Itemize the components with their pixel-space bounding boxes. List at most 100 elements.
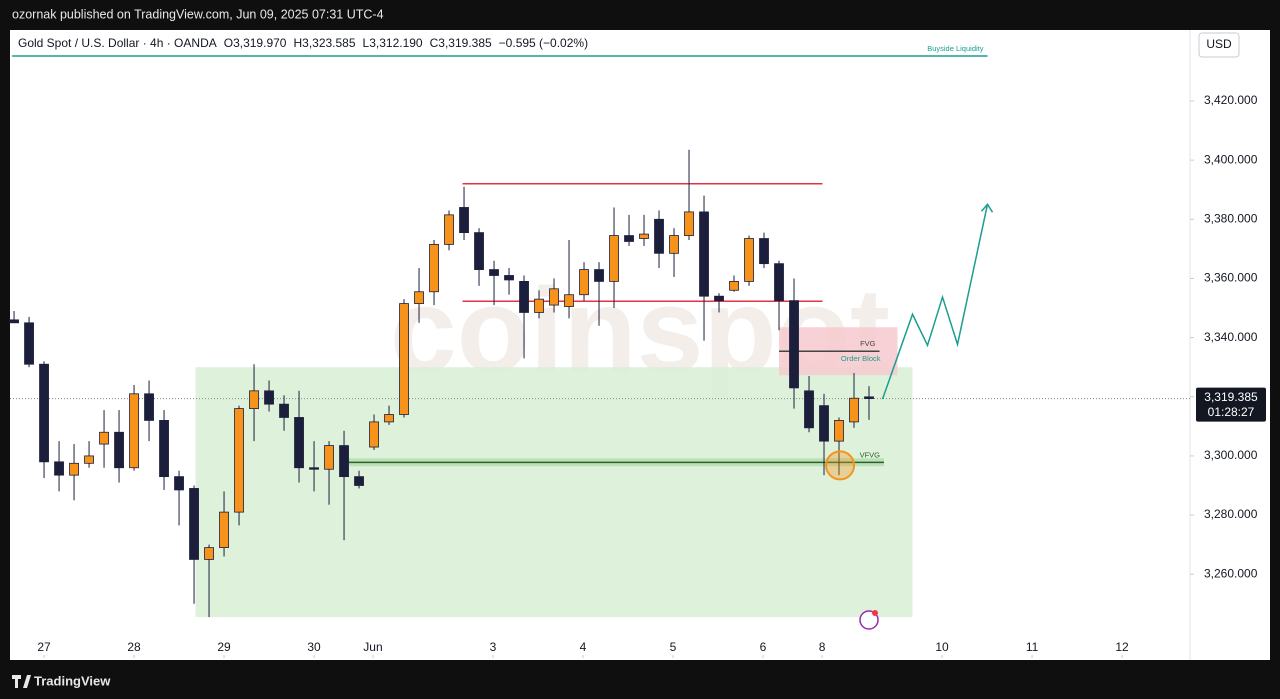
candle-body xyxy=(54,461,64,476)
y-tick-label: 3,280.000 xyxy=(1204,507,1258,521)
brand: TradingView xyxy=(34,673,111,688)
candle-body xyxy=(309,467,319,470)
candle-body xyxy=(129,393,139,469)
candle-body xyxy=(849,397,859,423)
candle-body xyxy=(174,476,184,491)
candle-body xyxy=(744,238,754,282)
marker xyxy=(825,450,856,481)
candle-body xyxy=(249,390,259,409)
candle-body xyxy=(834,420,844,442)
candle-body xyxy=(699,211,709,297)
candle-body xyxy=(234,408,244,513)
countdown: 01:28:27 xyxy=(1208,405,1255,419)
candle-body xyxy=(39,363,49,463)
x-tick-label: 10 xyxy=(935,640,949,654)
candle-body xyxy=(864,396,874,399)
candle-body xyxy=(264,390,274,405)
legend-item: Gold Spot / U.S. Dollar · 4h · OANDA xyxy=(18,36,217,50)
legend-item: 3,323.585 xyxy=(302,36,356,50)
candle-body xyxy=(354,476,364,486)
currency: USD xyxy=(1206,37,1232,51)
candle-body xyxy=(24,322,34,365)
icon-dot xyxy=(872,610,878,616)
candle-body xyxy=(69,462,79,476)
x-tick-label: 29 xyxy=(217,640,231,654)
candle-body xyxy=(369,421,379,448)
legend-item: L xyxy=(363,36,370,50)
candle-body xyxy=(159,420,169,478)
legend-item: 3,312.190 xyxy=(369,36,423,50)
y-tick-label: 3,260.000 xyxy=(1204,566,1258,580)
candle-body xyxy=(759,238,769,265)
currency-box xyxy=(1198,32,1240,58)
x-tick-label: 5 xyxy=(670,640,677,654)
candle-body xyxy=(114,431,124,469)
candle-body xyxy=(384,414,394,423)
candle-body xyxy=(534,298,544,313)
candle-body xyxy=(144,393,154,421)
candle-body xyxy=(654,218,664,254)
candle-body xyxy=(489,269,499,276)
candle-body xyxy=(339,445,349,478)
candle-body xyxy=(639,233,649,239)
plot: Buyside Liquidity FVG VFVG Order Block xyxy=(9,44,1190,618)
x-tick-label: 11 xyxy=(1026,640,1039,654)
candle-body xyxy=(99,431,109,445)
candle-body xyxy=(294,417,304,469)
price-label: 3,319.385 xyxy=(1204,390,1258,404)
candle-body xyxy=(564,294,574,307)
candle-body xyxy=(324,445,334,470)
candle-body xyxy=(204,547,214,560)
candle-body xyxy=(669,235,679,254)
legend: Gold Spot / U.S. Dollar · 4h · OANDA O 3,3… xyxy=(18,36,588,50)
candle-body xyxy=(414,291,424,304)
order-block-label: Order Block xyxy=(841,354,881,363)
candle-body xyxy=(804,390,814,429)
legend-item: C xyxy=(430,36,439,50)
x-tick-label: 30 xyxy=(307,640,321,654)
level-label: FVG xyxy=(860,339,876,348)
publish-note: ozornak published on TradingView.com, Ju… xyxy=(12,7,384,21)
y-tick-label: 3,340.000 xyxy=(1204,330,1258,344)
x-tick-label: 8 xyxy=(819,640,826,654)
level-label: Buyside Liquidity xyxy=(927,44,984,53)
candle-body xyxy=(594,269,604,282)
legend-item: H xyxy=(293,36,302,50)
candle-body xyxy=(9,319,19,324)
candle-body xyxy=(684,211,694,236)
candle-body xyxy=(459,207,469,234)
x-tick-label: 27 xyxy=(37,640,51,654)
projection-path xyxy=(881,204,989,400)
x-tick-label: 12 xyxy=(1115,640,1129,654)
candle-body xyxy=(549,288,559,306)
candle-body xyxy=(429,244,439,293)
y-tick-label: 3,400.000 xyxy=(1204,152,1258,166)
candle-body xyxy=(789,300,799,389)
footer-logo: TradingView xyxy=(12,673,111,688)
y-tick-label: 3,380.000 xyxy=(1204,211,1258,225)
candle-body xyxy=(189,488,199,560)
zone xyxy=(195,367,913,618)
candle-body xyxy=(519,281,529,313)
y-tick-label: 3,300.000 xyxy=(1204,448,1258,462)
projection-arrow xyxy=(980,202,994,213)
legend-item: O xyxy=(224,36,233,50)
x-tick-label: 6 xyxy=(760,640,767,654)
price-label-box xyxy=(1196,387,1266,422)
level-label: VFVG xyxy=(860,450,881,459)
candle-body xyxy=(819,405,829,442)
candle-body xyxy=(714,295,724,302)
x-tick-label: 4 xyxy=(580,640,587,654)
candle-body xyxy=(399,303,409,415)
candle-body xyxy=(279,403,289,418)
candle-body xyxy=(624,235,634,242)
candle-body xyxy=(444,214,454,245)
logo-mark xyxy=(12,675,31,688)
candle-body xyxy=(729,281,739,291)
candle-body xyxy=(219,511,229,549)
x-tick-label: 28 xyxy=(127,640,141,654)
candle-body xyxy=(474,232,484,270)
candle-body xyxy=(504,275,514,281)
